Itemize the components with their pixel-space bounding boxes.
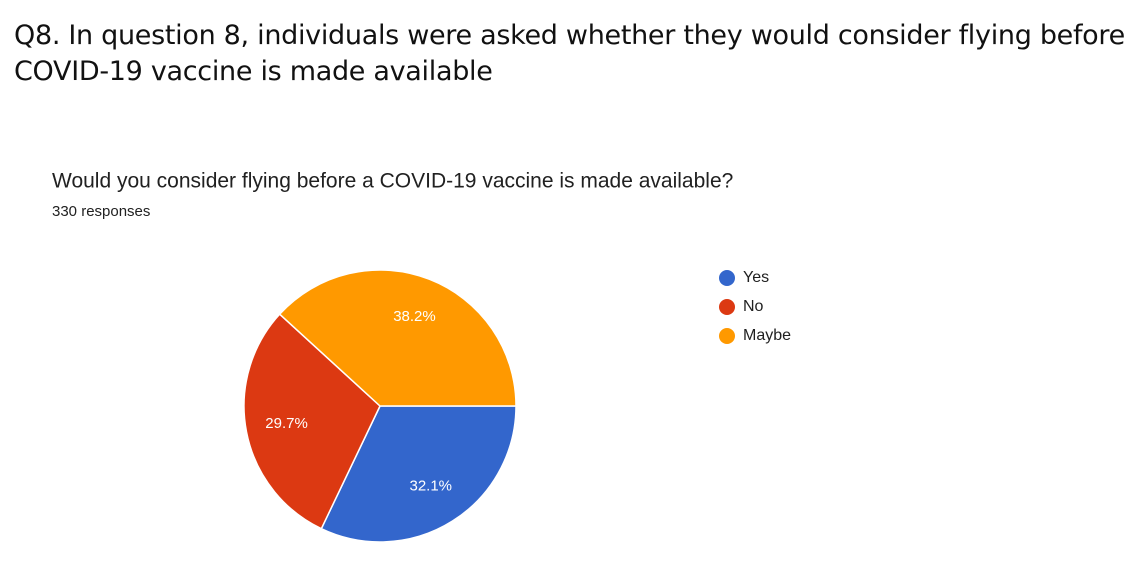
pie-slice xyxy=(243,313,381,530)
slice-label: 29.7% xyxy=(265,415,308,432)
legend-marker xyxy=(719,270,735,286)
chart-subtitle: 330 responses xyxy=(52,203,150,220)
legend-marker xyxy=(719,328,735,344)
legend-label: Maybe xyxy=(743,327,791,344)
chart-title: Would you consider flying before a COVID… xyxy=(52,170,733,193)
heading-line: Q8. In question 8, individuals were aske… xyxy=(14,20,1126,51)
legend-label: Yes xyxy=(743,269,769,286)
legend-label: No xyxy=(743,298,764,315)
pie-slice xyxy=(278,269,517,407)
heading-line: COVID-19 vaccine is made available xyxy=(14,56,493,87)
slice-label: 38.2% xyxy=(393,308,436,325)
legend-marker xyxy=(719,299,735,315)
slice-label: 32.1% xyxy=(409,478,452,495)
pie-slice xyxy=(320,405,517,543)
